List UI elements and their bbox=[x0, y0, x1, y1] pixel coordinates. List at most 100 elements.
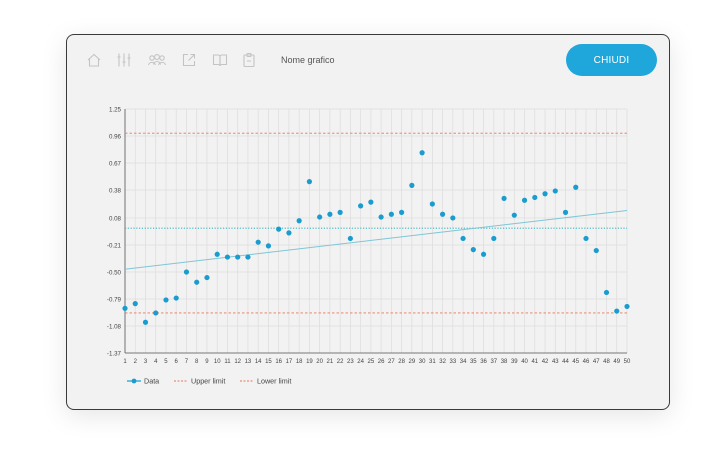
home-icon[interactable] bbox=[86, 52, 102, 68]
data-point bbox=[337, 209, 343, 215]
x-tick-label: 27 bbox=[388, 359, 395, 365]
data-point bbox=[163, 297, 169, 303]
data-point bbox=[429, 201, 435, 207]
data-point bbox=[286, 230, 292, 236]
data-point bbox=[142, 319, 149, 325]
x-tick-label: 46 bbox=[583, 359, 590, 365]
data-point bbox=[399, 209, 405, 215]
x-tick-label: 42 bbox=[542, 359, 549, 365]
x-tick-label: 48 bbox=[603, 359, 610, 365]
x-tick-label: 50 bbox=[624, 359, 631, 365]
data-point bbox=[327, 211, 333, 217]
data-point bbox=[378, 214, 384, 220]
data-point bbox=[583, 235, 589, 242]
data-point bbox=[562, 209, 569, 215]
data-point bbox=[317, 214, 323, 220]
data-point bbox=[296, 218, 302, 224]
x-tick-label: 29 bbox=[409, 359, 416, 365]
data-point bbox=[552, 188, 558, 194]
legend-lower-label: Lower limit bbox=[257, 377, 291, 386]
data-point bbox=[614, 308, 620, 314]
sliders-icon[interactable] bbox=[116, 52, 132, 68]
x-tick-label: 4 bbox=[154, 359, 158, 365]
x-tick-label: 39 bbox=[511, 359, 518, 365]
data-point bbox=[460, 235, 466, 242]
data-point bbox=[132, 301, 138, 307]
x-tick-label: 19 bbox=[306, 359, 313, 365]
legend-data-marker bbox=[131, 378, 137, 384]
data-point bbox=[532, 194, 538, 201]
data-point bbox=[255, 239, 261, 245]
data-point bbox=[276, 226, 282, 232]
x-tick-label: 18 bbox=[296, 359, 303, 365]
x-tick-label: 38 bbox=[501, 359, 508, 365]
x-tick-label: 1 bbox=[123, 359, 127, 365]
x-tick-label: 22 bbox=[337, 359, 344, 365]
data-point bbox=[603, 289, 610, 296]
export-icon[interactable] bbox=[181, 52, 197, 68]
x-tick-label: 14 bbox=[255, 359, 262, 365]
data-point bbox=[480, 251, 487, 257]
x-tick-label: 12 bbox=[234, 359, 241, 365]
y-tick-label: -1.08 bbox=[107, 323, 122, 330]
x-tick-label: 9 bbox=[205, 359, 209, 365]
data-point bbox=[542, 191, 548, 197]
x-tick-label: 44 bbox=[562, 359, 569, 365]
close-button[interactable]: CHIUDI bbox=[566, 44, 657, 76]
users-icon[interactable] bbox=[147, 52, 167, 68]
x-tick-label: 24 bbox=[357, 359, 364, 365]
data-point bbox=[204, 274, 210, 281]
legend-upper-label: Upper limit bbox=[191, 377, 225, 386]
y-tick-label: -0.21 bbox=[107, 242, 122, 249]
chart-title: Nome grafico bbox=[281, 55, 335, 65]
legend-data-label: Data bbox=[144, 377, 159, 386]
x-tick-label: 31 bbox=[429, 359, 436, 365]
data-point bbox=[265, 243, 272, 249]
data-point bbox=[122, 305, 128, 311]
x-tick-label: 30 bbox=[419, 359, 426, 365]
data-point bbox=[235, 254, 241, 260]
data-point bbox=[501, 195, 507, 202]
x-tick-label: 25 bbox=[368, 359, 375, 365]
trend-line bbox=[124, 210, 628, 270]
y-tick-label: 0.67 bbox=[109, 161, 122, 168]
x-tick-label: 6 bbox=[175, 359, 179, 365]
x-tick-label: 17 bbox=[286, 359, 293, 365]
data-point bbox=[624, 303, 630, 310]
x-tick-label: 5 bbox=[164, 359, 168, 365]
x-tick-label: 43 bbox=[552, 359, 559, 365]
data-point bbox=[388, 211, 394, 217]
data-point bbox=[358, 203, 364, 209]
book-icon[interactable] bbox=[212, 52, 228, 68]
x-tick-label: 26 bbox=[378, 359, 385, 365]
x-tick-label: 40 bbox=[521, 359, 528, 365]
x-tick-label: 20 bbox=[316, 359, 323, 365]
y-tick-label: -1.37 bbox=[107, 351, 122, 358]
data-point bbox=[521, 197, 528, 203]
y-tick-label: -0.50 bbox=[107, 269, 122, 276]
x-tick-label: 21 bbox=[327, 359, 334, 365]
y-tick-label: 1.25 bbox=[109, 107, 122, 114]
x-tick-label: 37 bbox=[490, 359, 497, 365]
data-point bbox=[214, 251, 220, 257]
x-tick-label: 3 bbox=[144, 359, 148, 365]
data-point bbox=[419, 150, 425, 156]
chart-window: Nome grafico CHIUDI 1.25 0.96 0.67 0.38 0.08… bbox=[66, 34, 670, 410]
x-tick-label: 28 bbox=[398, 359, 405, 365]
data-point bbox=[491, 235, 497, 242]
x-tick-label: 35 bbox=[470, 359, 477, 365]
data-point bbox=[173, 295, 179, 301]
data-point bbox=[347, 235, 353, 242]
data-point bbox=[368, 199, 374, 205]
data-point bbox=[593, 247, 599, 254]
x-tick-label: 15 bbox=[265, 359, 272, 365]
x-tick-label: 34 bbox=[460, 359, 467, 365]
x-tick-label: 10 bbox=[214, 359, 221, 365]
data-point bbox=[306, 179, 313, 185]
x-tick-label: 33 bbox=[449, 359, 456, 365]
clipboard-icon[interactable] bbox=[241, 52, 257, 68]
data-point bbox=[573, 184, 579, 190]
x-tick-label: 16 bbox=[275, 359, 282, 365]
data-point bbox=[409, 182, 415, 188]
data-point bbox=[245, 254, 251, 260]
